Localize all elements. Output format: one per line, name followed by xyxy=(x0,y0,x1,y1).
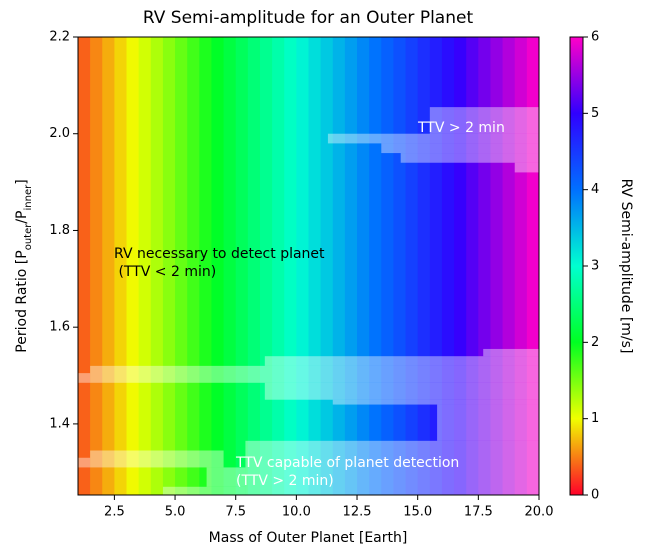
heatmap-cell xyxy=(138,37,152,495)
y-tick-label: 1.6 xyxy=(49,320,70,335)
colorbar-tick-label: 1 xyxy=(591,411,599,426)
ttv-region xyxy=(90,450,224,468)
heatmap-cell xyxy=(259,37,273,495)
y-label-part: Period Ratio [P xyxy=(14,250,30,352)
y-tick-label: 2.0 xyxy=(49,126,70,141)
y-tick-label: 1.8 xyxy=(49,223,70,238)
heatmap-cell xyxy=(199,37,212,495)
x-tick-label: 10.0 xyxy=(282,505,311,520)
heatmap-cell xyxy=(90,37,103,495)
heatmap-cell xyxy=(502,37,516,495)
heatmap-cell xyxy=(320,37,334,495)
ttv-region xyxy=(514,162,539,173)
heatmap-cell xyxy=(344,37,358,495)
y-label-sub: outer xyxy=(23,223,34,251)
heatmap-cell xyxy=(357,37,370,495)
x-tick-label: 5.0 xyxy=(165,505,186,520)
x-tick-label: 7.5 xyxy=(225,505,246,520)
colorbar-tick-label: 3 xyxy=(591,259,599,274)
ttv-region xyxy=(90,365,539,383)
heatmap-cell xyxy=(405,37,419,495)
ttv-region xyxy=(264,382,539,400)
chart-title: RV Semi-amplitude for an Outer Planet xyxy=(143,8,474,28)
ttv-region xyxy=(264,356,539,366)
x-axis-label: Mass of Outer Planet [Earth] xyxy=(209,530,408,546)
heatmap-cell xyxy=(466,37,479,495)
heatmap-cell xyxy=(247,37,261,495)
heatmap-cell xyxy=(211,37,225,495)
y-tick-label: 2.2 xyxy=(49,30,70,45)
x-tick-label: 2.5 xyxy=(104,505,125,520)
ttv-region xyxy=(78,457,91,468)
heatmap-cell xyxy=(162,37,176,495)
ttv-region xyxy=(429,107,539,134)
colorbar-tick-label: 5 xyxy=(591,106,599,121)
heatmap-cell xyxy=(454,37,467,495)
ttv-region xyxy=(245,440,540,495)
x-tick-label: 15.0 xyxy=(403,505,432,520)
heatmap-cell xyxy=(417,37,431,495)
ttv-region xyxy=(162,486,246,495)
colorbar-label: RV Semi-amplitude [m/s] xyxy=(618,179,634,354)
heatmap-cell xyxy=(514,37,528,495)
heatmap-cell xyxy=(150,37,164,495)
ttv-region xyxy=(437,404,539,441)
y-axis-label: Period Ratio [Pouter/Pinner] xyxy=(14,179,34,352)
annotation: TTV > 2 min xyxy=(417,120,505,136)
heatmap-cell xyxy=(478,37,491,495)
ttv-region xyxy=(381,143,539,154)
heatmap-cell xyxy=(441,37,455,495)
x-tick-label: 12.5 xyxy=(343,505,372,520)
ttv-region xyxy=(483,348,539,357)
heatmap-cell xyxy=(235,37,249,495)
colorbar xyxy=(569,36,584,496)
heatmap-cell xyxy=(223,37,237,495)
colorbar-tick-label: 6 xyxy=(591,30,599,45)
heatmap-cell xyxy=(369,37,382,495)
heatmap-cell xyxy=(187,37,200,495)
heatmap-cell xyxy=(126,37,140,495)
heatmap-cell xyxy=(381,37,394,495)
heatmap-cell xyxy=(175,37,188,495)
heatmap-cell xyxy=(332,37,346,495)
y-label-part: ] xyxy=(14,179,30,184)
heatmap-cell xyxy=(272,37,285,495)
ttv-region xyxy=(332,399,539,405)
y-label-sub: inner xyxy=(23,184,34,211)
heatmap-cell xyxy=(78,37,91,495)
heatmap-cell xyxy=(526,37,540,495)
ttv-region xyxy=(206,467,246,487)
heatmap-cell xyxy=(296,37,309,495)
y-tick-label: 1.4 xyxy=(49,416,70,431)
annotation: (TTV > 2 min) xyxy=(236,473,334,489)
ttv-region xyxy=(400,153,539,163)
heatmap-cell xyxy=(393,37,407,495)
heatmap-cell xyxy=(114,37,128,495)
colorbar-tick-label: 0 xyxy=(591,488,599,503)
x-tick-label: 20.0 xyxy=(525,505,554,520)
annotation: TTV capable of planet detection xyxy=(235,455,459,471)
colorbar-tick-label: 4 xyxy=(591,182,599,197)
colorbar-tick-label: 2 xyxy=(591,335,599,350)
x-tick-label: 17.5 xyxy=(464,505,493,520)
heatmap-cell xyxy=(490,37,504,495)
heatmap-cell xyxy=(308,37,322,495)
annotation: (TTV < 2 min) xyxy=(114,264,216,280)
heatmap-cell xyxy=(102,37,115,495)
y-label-part: /P xyxy=(14,210,30,223)
ttv-region xyxy=(327,133,539,144)
ttv-region xyxy=(78,373,91,383)
annotation: RV necessary to detect planet xyxy=(114,246,325,262)
plot-frame xyxy=(77,36,540,496)
heatmap-cell xyxy=(429,37,443,495)
heatmap-cell xyxy=(284,37,297,495)
